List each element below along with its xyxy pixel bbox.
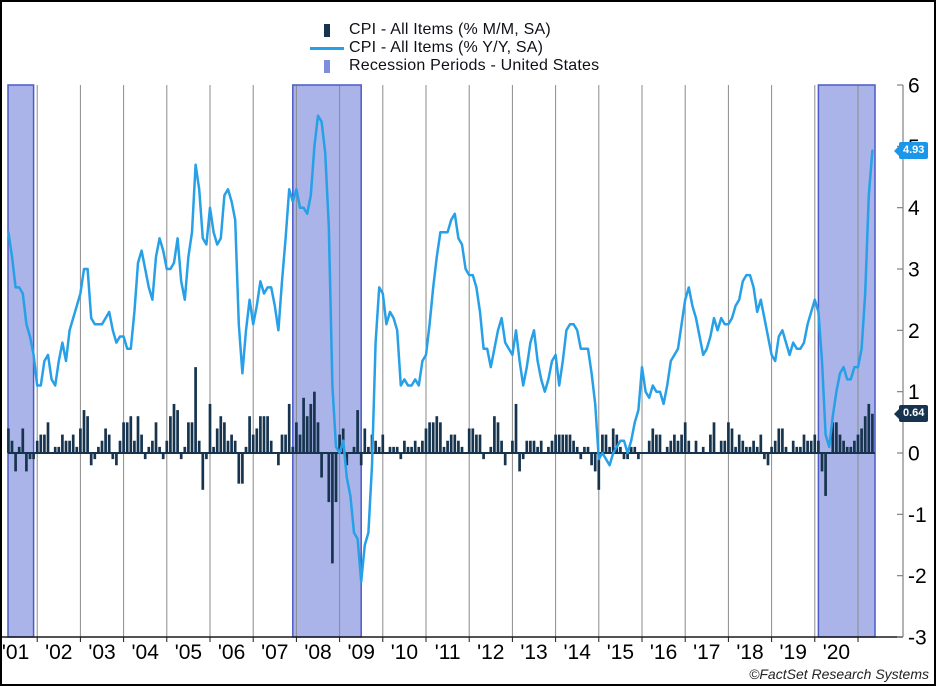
svg-text:-2: -2 [908, 565, 927, 588]
axes [2, 84, 904, 642]
svg-text:'10: '10 [391, 641, 418, 664]
svg-text:'19: '19 [780, 641, 807, 664]
svg-text:2: 2 [908, 320, 920, 343]
svg-text:'01: '01 [2, 641, 29, 664]
line-series-marker-icon [310, 46, 344, 50]
svg-text:-3: -3 [908, 627, 927, 650]
svg-text:1: 1 [908, 381, 920, 404]
svg-text:'08: '08 [304, 641, 331, 664]
last-value-badge-yoy: 4.93 [893, 142, 929, 160]
legend-marker-cell [305, 23, 349, 37]
mm-bars [7, 367, 874, 564]
svg-text:'15: '15 [607, 641, 634, 664]
legend-item-recessions: Recession Periods - United States [305, 57, 599, 75]
svg-text:'04: '04 [132, 641, 160, 664]
legend-marker-cell [305, 59, 349, 73]
legend-item-cpi-yy: CPI - All Items (% Y/Y, SA) [305, 39, 599, 57]
recession-bands [8, 85, 875, 637]
legend-marker-cell [305, 46, 349, 50]
chart-legend: CPI - All Items (% M/M, SA) CPI - All It… [305, 21, 599, 75]
svg-text:'02: '02 [45, 641, 72, 664]
svg-text:'11: '11 [435, 641, 461, 664]
svg-text:'14: '14 [564, 641, 592, 664]
svg-text:'12: '12 [477, 641, 504, 664]
svg-text:'18: '18 [736, 641, 763, 664]
recession-band-borders [7, 84, 876, 638]
svg-text:4: 4 [908, 197, 920, 220]
svg-text:'05: '05 [175, 641, 202, 664]
year-gridlines [36, 85, 859, 637]
svg-text:0: 0 [908, 443, 920, 466]
svg-text:'13: '13 [520, 641, 547, 664]
recession-marker-icon [324, 59, 330, 73]
last-value-badge-mom: 0.64 [893, 405, 929, 423]
bar-series-marker-icon [324, 23, 330, 37]
svg-text:'06: '06 [218, 641, 245, 664]
axis-labels: 6543210-1-2-3'01'02'03'04'05'06'07'08'09… [2, 75, 927, 665]
legend-item-cpi-mm: CPI - All Items (% M/M, SA) [305, 21, 599, 39]
svg-text:'09: '09 [348, 641, 375, 664]
svg-text:3: 3 [908, 259, 920, 282]
svg-text:'20: '20 [823, 641, 850, 664]
svg-text:'07: '07 [261, 641, 288, 664]
legend-label-cpi-mm: CPI - All Items (% M/M, SA) [349, 21, 551, 38]
legend-label-cpi-yy: CPI - All Items (% Y/Y, SA) [349, 39, 544, 56]
factset-copyright: ©FactSet Research Systems [749, 666, 929, 682]
legend-label-recessions: Recession Periods - United States [349, 57, 600, 74]
svg-text:-1: -1 [908, 504, 927, 527]
yy-line [7, 114, 874, 584]
svg-text:'03: '03 [88, 641, 115, 664]
svg-text:'16: '16 [650, 641, 677, 664]
svg-text:'17: '17 [693, 641, 720, 664]
svg-text:6: 6 [908, 75, 920, 98]
